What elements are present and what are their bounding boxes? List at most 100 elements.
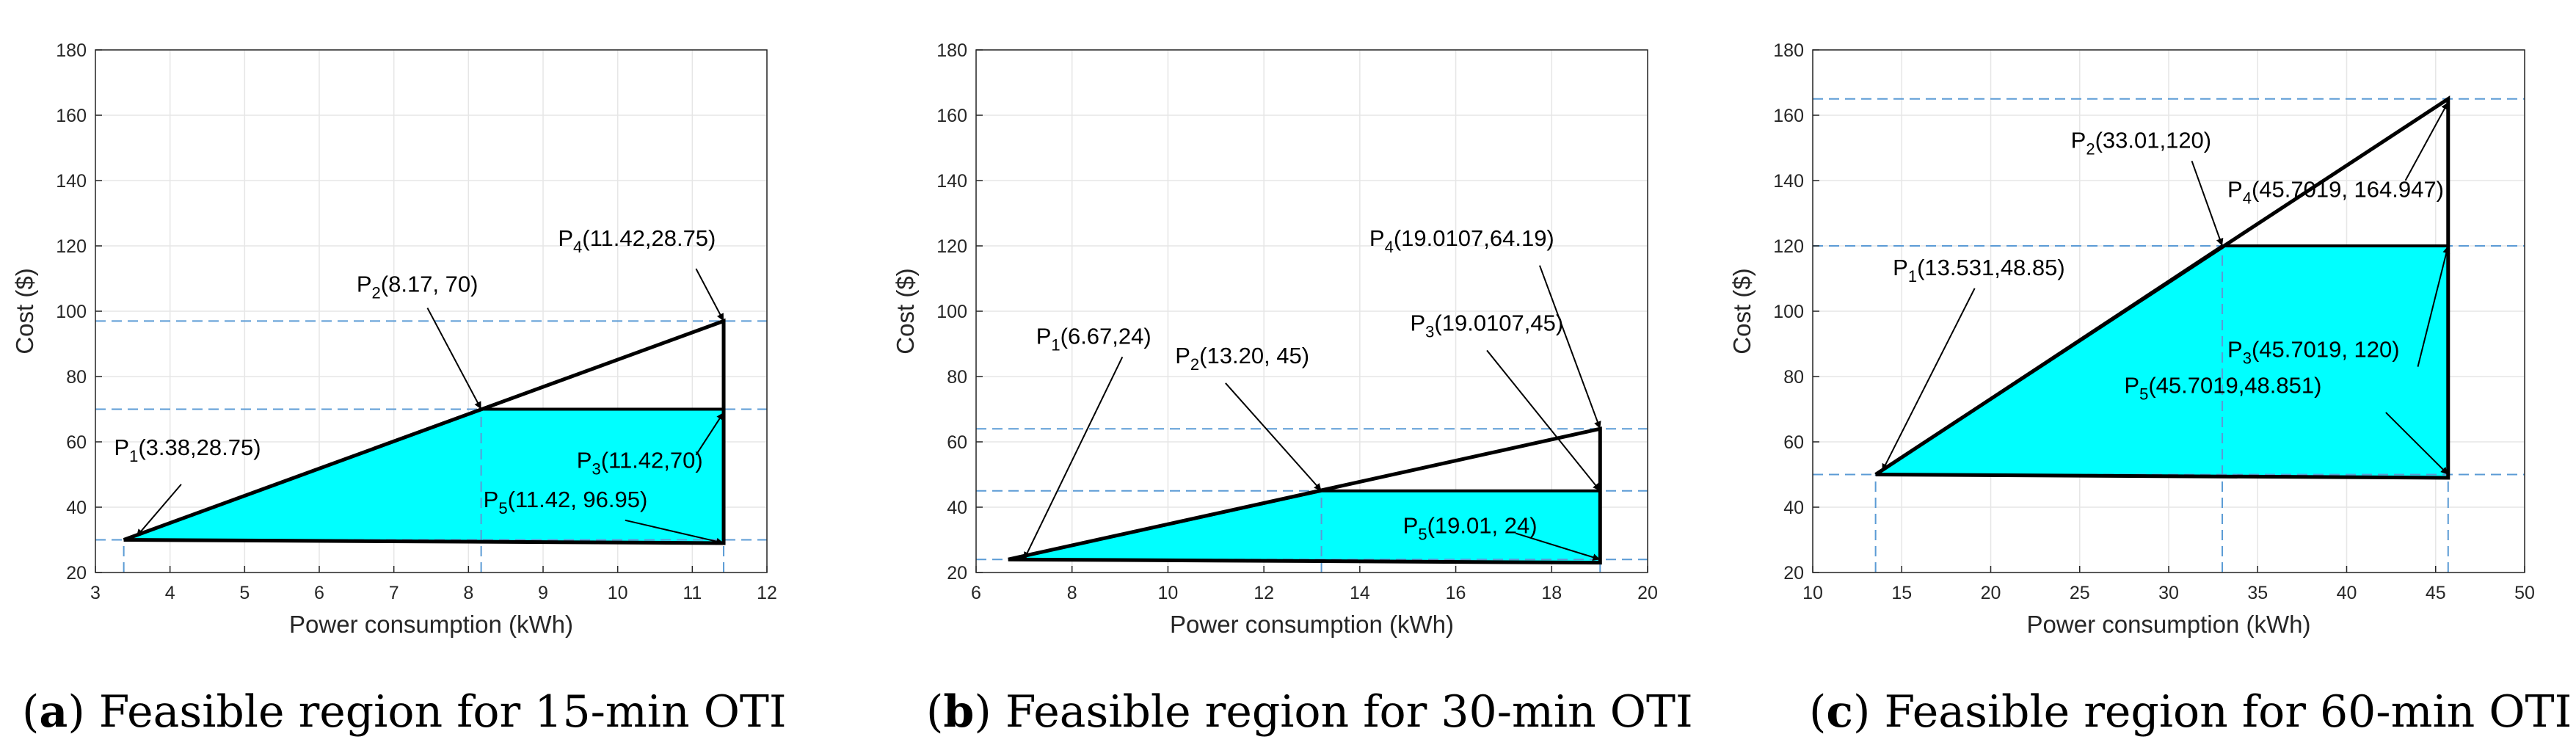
x-tick-label: 18: [1541, 583, 1562, 603]
x-tick-label: 15: [1891, 583, 1912, 603]
x-tick-label: 7: [389, 583, 399, 603]
annotation-arrow: [2191, 160, 2224, 247]
y-tick-label: 20: [66, 563, 87, 584]
x-axis-label: Power consumption (kWh): [1170, 611, 1454, 638]
point-annotation-p1: P1(13.531,48.85): [1893, 255, 2065, 286]
y-axis-label: Cost ($): [1728, 268, 1755, 354]
x-tick-label: 6: [314, 583, 324, 603]
y-tick-label: 120: [1773, 236, 1804, 257]
x-tick-label: 25: [2070, 583, 2090, 603]
point-annotation-p4: P4(45.7019, 164.947): [2227, 176, 2444, 207]
x-tick-label: 14: [1350, 583, 1370, 603]
chart-panel-b: 6 8 10 12 14 16 18 20 20 40 60 80 100 120 140 160 180 Pow…: [892, 40, 1693, 738]
figure-caption: (c) Feasible region for 60-min OTI: [1809, 686, 2572, 738]
point-annotation-p3: P3(45.7019, 120): [2227, 336, 2400, 367]
x-tick-label: 30: [2158, 583, 2179, 603]
point-annotation-p5: P5(11.42, 96.95): [484, 487, 648, 517]
y-tick-label: 180: [1773, 40, 1804, 61]
x-tick-label: 20: [1637, 583, 1658, 603]
point-annotation-p4: P4(19.0107,64.19): [1369, 225, 1554, 256]
y-tick-label: 20: [1783, 563, 1804, 584]
point-annotation-p1: P1(6.67,24): [1036, 324, 1151, 355]
y-axis-label: Cost ($): [11, 268, 38, 354]
y-tick-label: 160: [1773, 106, 1804, 126]
y-tick-label: 60: [66, 432, 87, 453]
y-tick-label: 180: [56, 40, 87, 61]
y-tick-label: 100: [936, 302, 967, 322]
x-axis-label: Power consumption (kWh): [2027, 611, 2311, 638]
x-tick-label: 12: [1254, 583, 1274, 603]
annotation-arrow: [695, 412, 724, 456]
y-tick-label: 140: [936, 171, 967, 192]
x-tick-label: 3: [90, 583, 101, 603]
x-tick-label: 6: [971, 583, 981, 603]
y-tick-label: 60: [947, 432, 967, 453]
point-annotation-p1: P1(3.38,28.75): [114, 435, 261, 465]
y-tick-label: 100: [1773, 302, 1804, 322]
y-tick-label: 40: [66, 498, 87, 518]
chart-panel-a: 3 4 5 6 7 8 9 10 11 12 20 40 60 80 100 120 140 160 180 Powe…: [11, 40, 787, 738]
x-tick-label: 9: [538, 583, 548, 603]
point-annotation-p3: P3(11.42,70): [577, 448, 703, 479]
point-annotation-p5: P5(19.01, 24): [1403, 513, 1538, 544]
point-annotation-p5: P5(45.7019,48.851): [2124, 372, 2321, 403]
annotation-arrow: [1486, 349, 1601, 492]
y-tick-label: 80: [66, 367, 87, 388]
cost-boundary-line: [1874, 95, 2451, 480]
cost-boundary-line: [123, 318, 726, 545]
annotation-arrow: [1225, 382, 1322, 492]
point-annotation-p3: P3(19.0107,45): [1410, 310, 1563, 341]
annotation-arrow: [426, 308, 482, 410]
x-tick-label: 8: [463, 583, 473, 603]
y-tick-label: 40: [947, 498, 967, 518]
y-tick-label: 120: [936, 236, 967, 257]
x-tick-label: 40: [2337, 583, 2357, 603]
y-tick-label: 140: [1773, 171, 1804, 192]
figure-caption: (b) Feasible region for 30-min OTI: [926, 686, 1693, 738]
figure-caption: (a) Feasible region for 15-min OTI: [22, 686, 787, 738]
annotation-arrow: [2404, 101, 2449, 181]
y-axis-label: Cost ($): [892, 268, 919, 354]
annotation-arrow: [1023, 356, 1124, 560]
x-tick-label: 11: [683, 583, 702, 603]
cost-boundary-line: [1008, 426, 1602, 565]
annotation-arrow: [1539, 265, 1601, 429]
x-tick-label: 16: [1446, 583, 1466, 603]
feasible-region: [1875, 246, 2448, 478]
annotation-arrow: [136, 484, 182, 537]
y-tick-label: 140: [56, 171, 87, 192]
annotation-arrow: [1881, 288, 1976, 472]
y-tick-label: 40: [1783, 498, 1804, 518]
y-tick-label: 80: [947, 367, 967, 388]
x-tick-label: 10: [1158, 583, 1179, 603]
x-tick-label: 12: [757, 583, 777, 603]
x-tick-label: 10: [608, 583, 628, 603]
x-tick-label: 10: [1802, 583, 1823, 603]
chart-panel-c: 10 15 20 25 30 35 40 45 50 20 40 60 80 100 120 140 160 18…: [1728, 40, 2572, 738]
y-tick-label: 160: [56, 106, 87, 126]
y-tick-label: 160: [936, 106, 967, 126]
y-tick-label: 60: [1783, 432, 1804, 453]
x-tick-label: 45: [2426, 583, 2446, 603]
x-tick-label: 5: [239, 583, 250, 603]
x-tick-label: 35: [2247, 583, 2268, 603]
point-annotation-p2: P2(33.01,120): [2071, 128, 2212, 159]
annotation-arrow: [2385, 412, 2449, 476]
annotation-arrow: [1515, 532, 1601, 561]
point-annotation-p4: P4(11.42,28.75): [558, 225, 716, 256]
y-tick-label: 180: [936, 40, 967, 61]
feasible-region: [1008, 490, 1601, 563]
x-tick-label: 4: [165, 583, 175, 603]
x-axis-label: Power consumption (kWh): [289, 611, 573, 638]
point-annotation-p2: P2(8.17, 70): [357, 271, 479, 302]
point-annotation-p2: P2(13.20, 45): [1175, 343, 1309, 374]
x-tick-label: 50: [2514, 583, 2535, 603]
y-tick-label: 20: [947, 563, 967, 584]
x-tick-label: 8: [1067, 583, 1077, 603]
y-tick-label: 80: [1783, 367, 1804, 388]
annotation-arrow: [695, 268, 724, 321]
feasible-region: [123, 409, 724, 543]
annotation-arrow: [625, 519, 724, 545]
y-tick-label: 100: [56, 302, 87, 322]
